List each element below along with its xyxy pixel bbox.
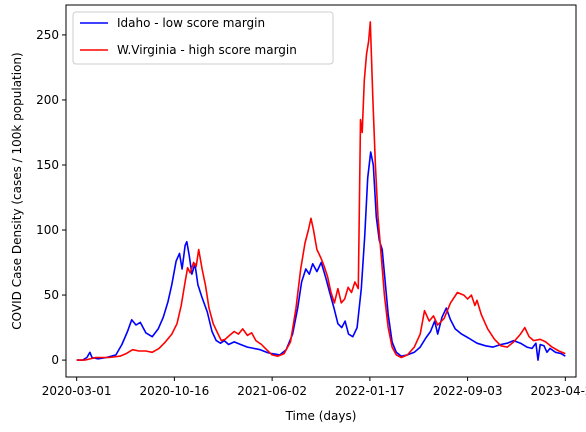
- legend: Idaho - low score margin W.Virginia - hi…: [72, 11, 334, 65]
- y-tick-label-0: 0: [51, 353, 59, 367]
- x-tick-label-5: 2023-04-20: [530, 384, 586, 398]
- x-tick-label-3: 2022-01-17: [335, 384, 405, 398]
- y-tick-label-2: 100: [36, 223, 59, 237]
- x-tick-label-0: 2020-03-01: [42, 384, 112, 398]
- y-tick-label-1: 50: [44, 288, 59, 302]
- x-tick-label-1: 2020-10-16: [140, 384, 210, 398]
- plot-lines: [76, 21, 566, 361]
- y-axis-label: COVID Case Density (cases / 100k populat…: [10, 52, 24, 329]
- y-tick-label-3: 150: [36, 158, 59, 172]
- x-axis: 2020-03-01 2020-10-16 2021-06-02 2022-01-17…: [42, 377, 586, 398]
- series-line-0: [76, 151, 566, 361]
- y-axis: 0 50 100 150 200 250: [36, 28, 66, 367]
- y-tick-label-5: 250: [36, 28, 59, 42]
- x-tick-label-2: 2021-06-02: [237, 384, 307, 398]
- y-tick-label-4: 200: [36, 93, 59, 107]
- x-axis-label: Time (days): [285, 409, 357, 423]
- legend-box: [72, 11, 334, 65]
- series-line-1: [76, 21, 566, 361]
- legend-label-idaho: Idaho - low score margin: [117, 16, 265, 30]
- legend-label-wvirginia: W.Virginia - high score margin: [117, 43, 297, 57]
- plot-frame: [65, 4, 577, 378]
- x-tick-label-4: 2022-09-03: [433, 384, 503, 398]
